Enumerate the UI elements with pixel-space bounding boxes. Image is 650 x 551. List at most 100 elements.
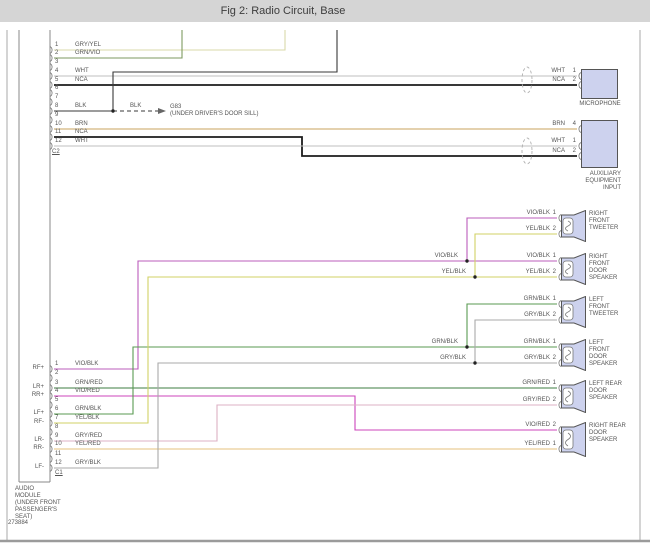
shield-icon <box>521 137 533 165</box>
pin-bracket-c2 <box>49 46 53 54</box>
device-name-aux-input: INPUT <box>603 185 621 191</box>
pin-bracket-c2 <box>49 142 53 150</box>
wire-label: VIO/BLK <box>434 253 458 259</box>
audio-module-label: MODULE <box>15 493 41 499</box>
pin-bracket-c1 <box>49 374 53 382</box>
device-name-right-front-tweeter: FRONT <box>589 218 610 224</box>
device-name-right-front-door-speaker: FRONT <box>589 261 610 267</box>
pin-number: 2 <box>552 355 556 361</box>
wire-yel-blk-branch <box>474 233 557 277</box>
pin-bracket-c2 <box>49 81 53 89</box>
wire-label: BRN <box>552 121 565 127</box>
speaker-icon-left-front-door-speaker <box>561 339 586 371</box>
wire-label: GRN/VIO <box>75 50 101 56</box>
pin-bracket-device <box>558 230 562 238</box>
pin-number: 1 <box>55 42 59 48</box>
pin-number: 4 <box>572 121 576 127</box>
pin-number: 1 <box>552 296 556 302</box>
pin-number: 1 <box>572 138 576 144</box>
wire-label: VIO/RED <box>75 388 100 394</box>
pin-bracket-c1 <box>49 365 53 373</box>
pin-number: 10 <box>55 441 62 447</box>
pin-number: 2 <box>55 370 59 376</box>
pin-number: 1 <box>552 380 556 386</box>
device-name-microphone: MICROPHONE <box>579 101 621 107</box>
wire-label: VIO/BLK <box>75 361 99 367</box>
wire-label: YEL/BLK <box>75 415 100 421</box>
audio-module-label: PASSENGER'S <box>15 507 58 513</box>
pin-bracket-device <box>558 316 562 324</box>
device-name-right-rear-door-speaker: SPEAKER <box>589 437 618 443</box>
pin-bracket-device <box>558 257 562 265</box>
device-name-aux-input: EQUIPMENT <box>585 178 621 184</box>
pin-bracket-c2 <box>49 116 53 124</box>
pin-number: 1 <box>552 441 556 447</box>
signal-label: LF+ <box>33 410 44 416</box>
wire-vio-red <box>54 395 557 431</box>
wire-label: NCA <box>75 129 88 135</box>
audio-module-label: (UNDER FRONT <box>15 500 61 506</box>
pin-number: 10 <box>55 121 62 127</box>
figure-title: Fig 2: Radio Circuit, Base <box>220 5 346 17</box>
wire-label: NCA <box>552 148 565 154</box>
audio-module-label: SEAT) <box>15 514 33 520</box>
pin-number: 2 <box>572 148 576 154</box>
wire-yel-blk <box>54 276 557 424</box>
title-bar: Fig 2: Radio Circuit, Base <box>0 0 650 22</box>
device-name-right-front-door-speaker: RIGHT <box>589 254 608 260</box>
pin-bracket-device <box>578 125 582 133</box>
wire-label: NCA <box>75 77 88 83</box>
pin-number: 12 <box>55 138 62 144</box>
pin-bracket-device <box>578 142 582 150</box>
speaker-icon-left-front-tweeter <box>561 296 586 328</box>
pin-number: 9 <box>55 433 59 439</box>
device-name-left-rear-door-speaker: DOOR <box>589 388 607 394</box>
pin-number: 3 <box>55 380 59 386</box>
wire-label: GRY/RED <box>522 397 550 403</box>
pin-number: 2 <box>552 269 556 275</box>
pin-bracket-device <box>558 401 562 409</box>
wire-blk-branch <box>112 30 338 111</box>
wire-gry-blk <box>54 362 557 469</box>
wire-label: GRY/BLK <box>75 460 101 466</box>
wire-label: WHT <box>75 138 89 144</box>
wire-label: BLK <box>75 103 87 109</box>
pin-bracket-device <box>558 214 562 222</box>
pin-bracket-c2 <box>49 72 53 80</box>
device-box-aux-input <box>581 120 618 168</box>
junction-dot <box>473 361 477 365</box>
pin-number: 5 <box>55 397 59 403</box>
wire-grn-vio <box>54 30 183 59</box>
figure-number: 273884 <box>8 520 29 526</box>
junction-dot <box>473 275 477 279</box>
pin-bracket-device <box>558 426 562 434</box>
connector-id-c2: C2 <box>52 149 60 155</box>
pin-number: 4 <box>55 388 59 394</box>
signal-label: RR- <box>33 445 44 451</box>
pin-number: 2 <box>552 422 556 428</box>
pin-bracket-c1 <box>49 445 53 453</box>
audio-module-label: AUDIO <box>15 486 35 492</box>
device-name-right-front-tweeter: RIGHT <box>589 211 608 217</box>
pin-bracket-device <box>558 273 562 281</box>
wire-gry-blk-branch <box>474 319 557 363</box>
pin-number: 1 <box>552 210 556 216</box>
wire-gry-yel <box>54 30 286 51</box>
device-name-left-front-tweeter: LEFT <box>589 297 604 303</box>
pin-bracket-c2 <box>49 133 53 141</box>
pin-number: 6 <box>55 85 59 91</box>
device-name-aux-input: AUXILIARY <box>589 171 621 177</box>
junction-dot <box>465 345 469 349</box>
wire-label: WHT <box>551 138 565 144</box>
pin-bracket-device <box>578 81 582 89</box>
pin-number: 2 <box>55 50 59 56</box>
wire-label: BRN <box>75 121 88 127</box>
junction-dot <box>465 259 469 263</box>
pin-number: 1 <box>55 361 59 367</box>
pin-number: 2 <box>572 77 576 83</box>
wire-label: WHT <box>75 68 89 74</box>
pin-bracket-c1 <box>49 401 53 409</box>
pin-bracket-device <box>558 300 562 308</box>
pin-number: 1 <box>572 68 576 74</box>
pin-bracket-c1 <box>49 455 53 463</box>
